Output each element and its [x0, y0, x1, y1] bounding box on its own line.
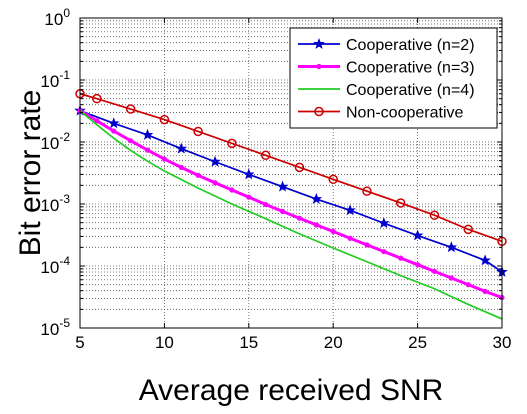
axis-ticks: [79, 18, 503, 329]
data-point: [175, 142, 188, 154]
data-point: [294, 162, 305, 173]
y-tick-label: 10-1: [40, 68, 70, 91]
legend-label: Cooperative (n=2): [346, 37, 475, 54]
x-tick-label: 30: [493, 333, 512, 352]
y-tick-label: 10-2: [40, 130, 70, 153]
data-point: [313, 37, 325, 49]
legend-label: Cooperative (n=4): [346, 82, 475, 99]
data-point: [141, 128, 154, 140]
data-point: [178, 164, 184, 170]
data-point: [314, 106, 324, 117]
axis-tick-labels: 5 10 15 20 25 30 10-5 10-4 10-3 10-2 10-1 100: [40, 6, 511, 352]
series-2: [77, 108, 505, 301]
data-point: [260, 150, 271, 161]
data-point: [479, 254, 491, 266]
series-line: [79, 109, 503, 273]
data-point: [344, 204, 356, 216]
data-point: [429, 210, 440, 220]
x-tick-label: 20: [324, 333, 343, 352]
series-line: [79, 92, 503, 243]
data-point: [310, 193, 323, 204]
series-3: [79, 110, 503, 320]
data-point: [395, 198, 406, 208]
x-tick-label: 15: [239, 333, 258, 352]
legend-entry: Cooperative (n=3): [298, 60, 475, 77]
x-tick-label: 10: [155, 333, 174, 352]
data-point: [431, 268, 438, 274]
data-point: [398, 255, 404, 261]
data-point: [465, 282, 471, 288]
legend: Cooperative (n=2) Cooperative (n=3) Cooper…: [289, 27, 498, 129]
data-point: [415, 262, 421, 268]
data-point: [411, 229, 424, 241]
data-point: [243, 168, 255, 180]
legend-entry: Cooperative (n=4): [298, 82, 475, 99]
legend-entry: Non-cooperative: [298, 105, 464, 122]
data-point: [212, 180, 218, 186]
data-point: [316, 63, 322, 70]
legend-label: Cooperative (n=3): [346, 60, 475, 77]
data-point: [347, 235, 353, 241]
data-point: [362, 186, 372, 196]
y-tick-label: 10-3: [40, 192, 70, 215]
data-point: [448, 275, 454, 281]
legend-label: Non-cooperative: [346, 105, 464, 122]
data-point: [445, 241, 458, 253]
data-point: [279, 208, 286, 214]
data-point: [381, 248, 387, 255]
data-point: [125, 104, 136, 114]
x-tick-label: 5: [75, 333, 84, 352]
data-point: [482, 288, 488, 294]
series-line: [79, 110, 503, 320]
legend-entry: Cooperative (n=2): [298, 37, 475, 54]
data-point: [276, 180, 289, 192]
data-point: [128, 138, 134, 144]
data-point: [94, 118, 100, 124]
data-point: [111, 128, 117, 134]
y-tick-label: 10-5: [40, 316, 70, 339]
data-point: [195, 172, 201, 178]
y-axis-title: Bit error rate: [14, 90, 47, 257]
data-point: [463, 224, 473, 235]
x-axis-title: Average received SNR: [139, 374, 444, 407]
data-point: [159, 114, 170, 125]
data-point: [108, 117, 120, 129]
series-1: [74, 104, 508, 277]
data-point: [328, 174, 338, 185]
data-point: [229, 187, 235, 193]
data-point: [92, 93, 102, 104]
data-point: [209, 155, 221, 167]
data-point: [161, 156, 167, 162]
y-tick-label: 10-4: [40, 254, 70, 277]
plot-frame: [79, 17, 503, 329]
data-point: [313, 222, 319, 228]
series-line: [79, 109, 503, 299]
data-point: [263, 201, 269, 208]
data-point: [144, 147, 151, 153]
data-point: [378, 217, 390, 229]
data-point: [296, 215, 303, 221]
y-tick-label: 100: [44, 6, 70, 29]
data-point: [246, 194, 252, 200]
data-point: [193, 126, 203, 137]
data-point: [227, 138, 237, 149]
data-point: [364, 242, 370, 248]
data-point: [330, 228, 336, 235]
x-tick-label: 25: [408, 333, 427, 352]
